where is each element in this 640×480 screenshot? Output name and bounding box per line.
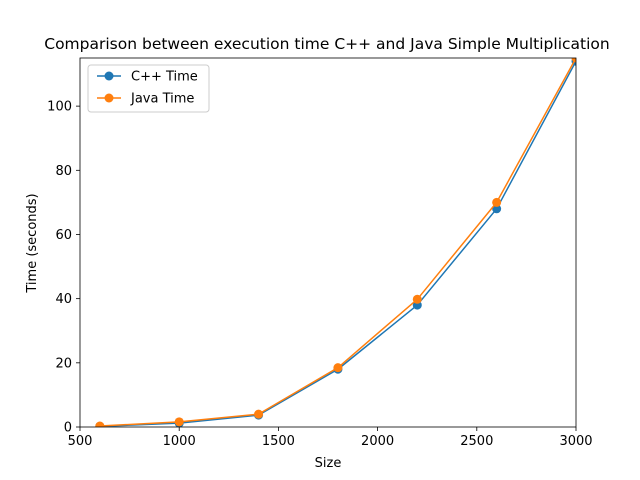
- legend: C++ Time Java Time: [87, 64, 210, 113]
- data-point-1-6: [492, 204, 502, 214]
- y-tick-label: 0: [64, 421, 72, 436]
- axes: 500 1000 1500 2000 2500 3000 0 20 40 60 80 100: [47, 57, 593, 449]
- data-point-2-4: [333, 363, 343, 373]
- x-tick-label: 1500: [262, 434, 295, 449]
- x-tick-label: 2000: [361, 434, 394, 449]
- data-point-2-5: [412, 294, 422, 304]
- data-point-2-7: [571, 58, 576, 63]
- x-axis-label: Size: [315, 456, 342, 471]
- axes-frame: [79, 57, 577, 428]
- legend-marker-2: [104, 93, 114, 103]
- data-point-2-1: [95, 421, 105, 427]
- data-point-2-3: [254, 409, 264, 419]
- series-2: [95, 58, 576, 427]
- series-1: [95, 58, 576, 427]
- y-tick-label: 20: [55, 356, 72, 371]
- y-tick-label: 80: [55, 164, 72, 179]
- x-tick-label: 500: [68, 434, 93, 449]
- data-point-2-2: [174, 417, 184, 427]
- x-tick-label: 1000: [163, 434, 196, 449]
- plot-area: [95, 58, 576, 427]
- x-tick-label: 3000: [559, 434, 592, 449]
- legend-label-1: C++ Time: [131, 70, 198, 85]
- y-tick-label: 40: [55, 292, 72, 307]
- y-tick-label: 60: [55, 228, 72, 243]
- y-axis-label: Time (seconds): [25, 193, 40, 293]
- x-tick-label: 2500: [460, 434, 493, 449]
- legend-label-2: Java Time: [130, 92, 194, 107]
- y-tick-label: 100: [47, 100, 72, 115]
- legend-marker-1: [104, 71, 114, 81]
- chart-title: Comparison between execution time C++ an…: [44, 35, 609, 53]
- data-point-2-6: [492, 197, 502, 207]
